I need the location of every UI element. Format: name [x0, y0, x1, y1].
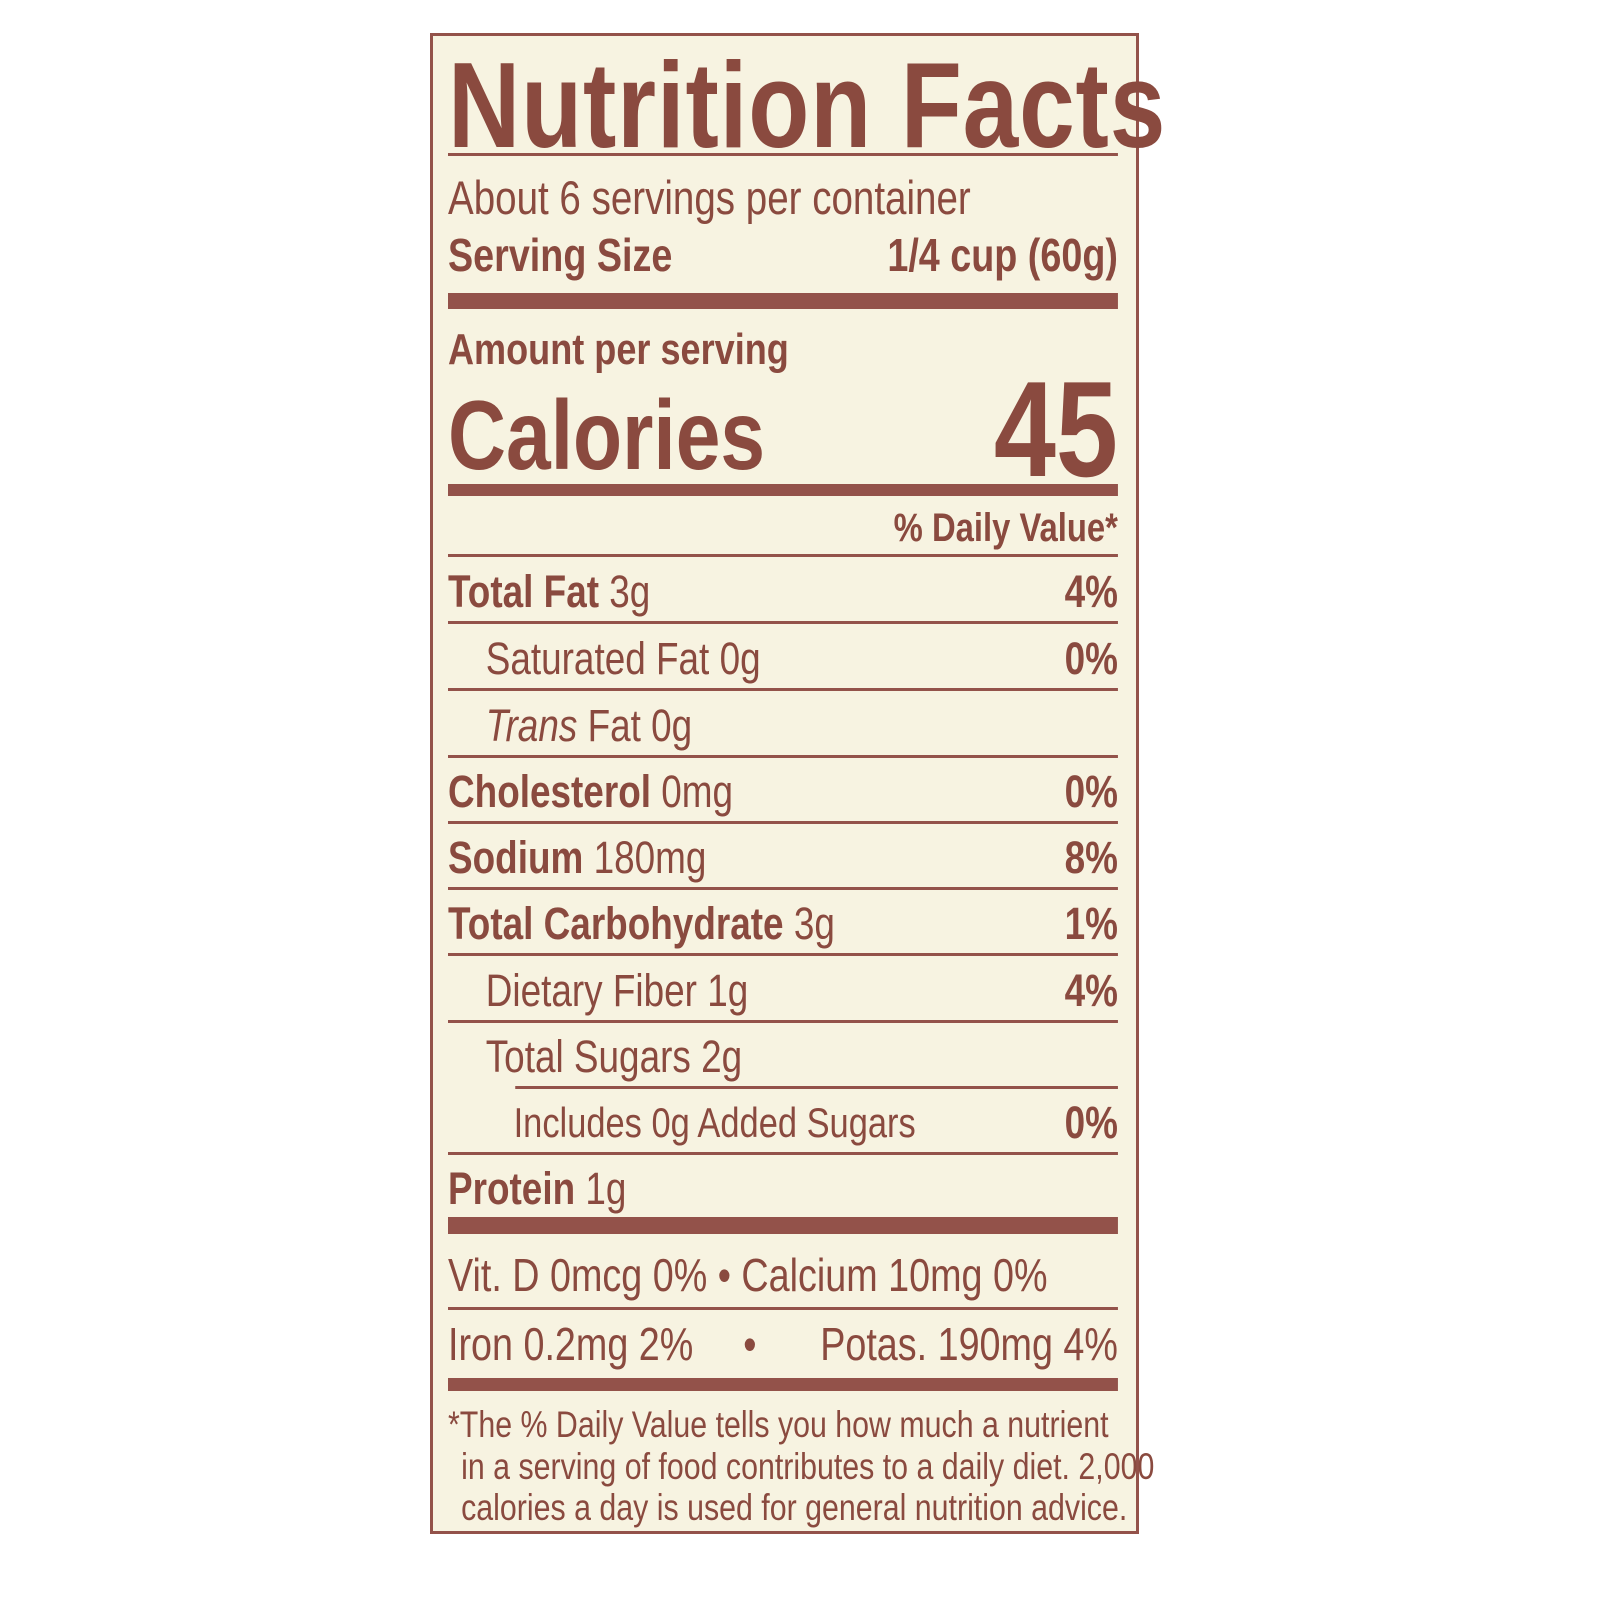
nutrient-sodium: Sodium 180mg — [448, 832, 707, 883]
dv-total-carbohydrate: 1% — [1064, 898, 1118, 949]
dv-added-sugars: 0% — [1064, 1097, 1118, 1148]
dv-total-fat: 4% — [1064, 566, 1118, 617]
divider — [448, 1152, 1118, 1155]
vitamins-line-1: Vit. D 0mcg 0% • Calcium 10mg 0% — [448, 1249, 1048, 1301]
thick-divider — [448, 1378, 1118, 1391]
divider — [448, 621, 1118, 624]
vitamins-iron: Iron 0.2mg 2% — [448, 1318, 694, 1370]
divider — [448, 554, 1118, 557]
nutrient-protein: Protein 1g — [448, 1163, 627, 1214]
nutrient-cholesterol: Cholesterol 0mg — [448, 766, 734, 817]
nutrient-total-sugars: Total Sugars 2g — [485, 1031, 743, 1082]
dv-cholesterol: 0% — [1064, 766, 1118, 817]
divider — [448, 1307, 1118, 1310]
footnote-line-3: calories a day is used for general nutri… — [461, 1487, 1128, 1528]
dv-saturated-fat: 0% — [1064, 633, 1118, 684]
thick-divider — [448, 1217, 1118, 1234]
nutrient-added-sugars: Includes 0g Added Sugars — [513, 1099, 916, 1146]
nutrient-trans-fat: Trans Fat 0g — [485, 700, 693, 751]
calories-value: 45 — [993, 353, 1118, 505]
divider — [448, 755, 1118, 758]
nutrition-facts-label: Nutrition Facts About 6 servings per con… — [430, 33, 1165, 1534]
footnote-line-1: *The % Daily Value tells you how much a … — [448, 1404, 1109, 1445]
divider — [515, 1086, 1118, 1089]
footnote-line-2: in a serving of food contributes to a da… — [461, 1446, 1155, 1487]
dv-dietary-fiber: 4% — [1064, 965, 1118, 1016]
divider — [448, 887, 1118, 890]
divider — [448, 153, 1118, 156]
label-title: Nutrition Facts — [448, 37, 1167, 173]
nutrient-saturated-fat: Saturated Fat 0g — [485, 633, 761, 684]
nutrient-total-carbohydrate: Total Carbohydrate 3g — [448, 898, 835, 949]
nutrient-total-fat: Total Fat 3g — [448, 566, 651, 617]
vitamins-separator: • — [743, 1318, 757, 1370]
vitamins-potassium: Potas. 190mg 4% — [820, 1318, 1118, 1370]
divider — [448, 1020, 1118, 1023]
nutrient-dietary-fiber: Dietary Fiber 1g — [485, 965, 749, 1016]
servings-per-container: About 6 servings per container — [448, 171, 971, 224]
amount-per-serving: Amount per serving — [448, 325, 789, 374]
calories-label: Calories — [448, 380, 766, 490]
dv-sodium: 8% — [1064, 832, 1118, 883]
divider — [448, 688, 1118, 691]
serving-size-value: 1/4 cup (60g) — [887, 229, 1118, 281]
divider — [448, 821, 1118, 824]
medium-divider — [448, 484, 1118, 496]
serving-size-label: Serving Size — [448, 229, 673, 281]
daily-value-header: % Daily Value* — [893, 506, 1118, 550]
divider — [448, 953, 1118, 956]
thick-divider — [448, 293, 1118, 309]
